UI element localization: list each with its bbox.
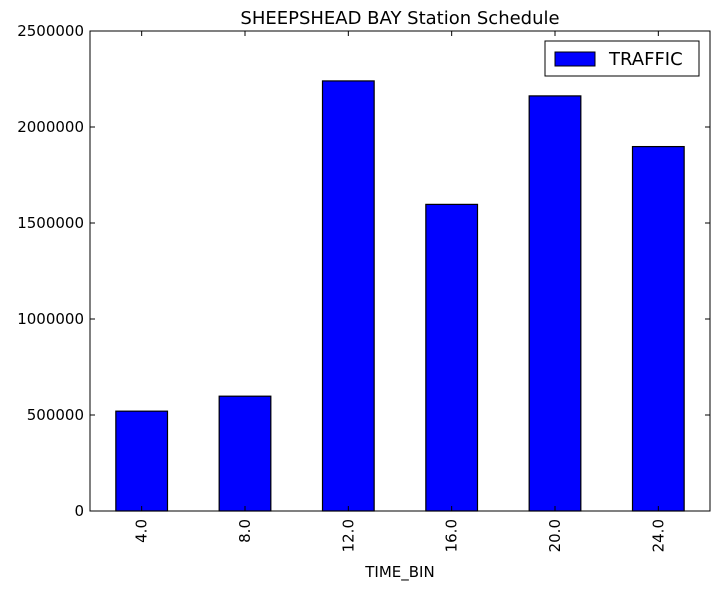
- x-axis-label: TIME_BIN: [364, 563, 434, 582]
- x-tick-label: 16.0: [443, 519, 461, 552]
- bar-4-0: [115, 410, 169, 512]
- bar-24-0: [631, 145, 685, 512]
- plot-area: [89, 30, 711, 512]
- y-tick-label: 1500000: [17, 214, 84, 232]
- bar-20-0: [528, 95, 582, 512]
- bars: [115, 80, 685, 512]
- legend-label: TRAFFIC: [608, 49, 683, 70]
- x-tick-label: 24.0: [649, 519, 667, 552]
- y-tick-label: 0: [74, 502, 84, 520]
- bar-12-0: [321, 80, 375, 512]
- legend: TRAFFIC: [544, 40, 700, 77]
- bar-8-0: [218, 395, 272, 512]
- y-tick-label: 2500000: [17, 22, 84, 40]
- x-tick-label: 8.0: [236, 519, 254, 543]
- y-tick-label: 1000000: [17, 310, 84, 328]
- chart-title: SHEEPSHEAD BAY Station Schedule: [240, 8, 559, 29]
- y-tick-label: 500000: [27, 406, 84, 424]
- x-tick-label: 4.0: [133, 519, 151, 543]
- y-tick-label: 2000000: [17, 118, 84, 136]
- x-axis: 4.0 8.0 12.0 16.0 20.0 24.0: [133, 31, 667, 552]
- x-tick-label: 20.0: [546, 519, 564, 552]
- y-axis: 0 500000 1000000 1500000 2000000 2500000: [17, 22, 710, 520]
- bar-16-0: [425, 203, 479, 512]
- legend-swatch: [554, 51, 596, 67]
- plot-frame: [89, 30, 711, 512]
- x-tick-label: 12.0: [339, 519, 357, 552]
